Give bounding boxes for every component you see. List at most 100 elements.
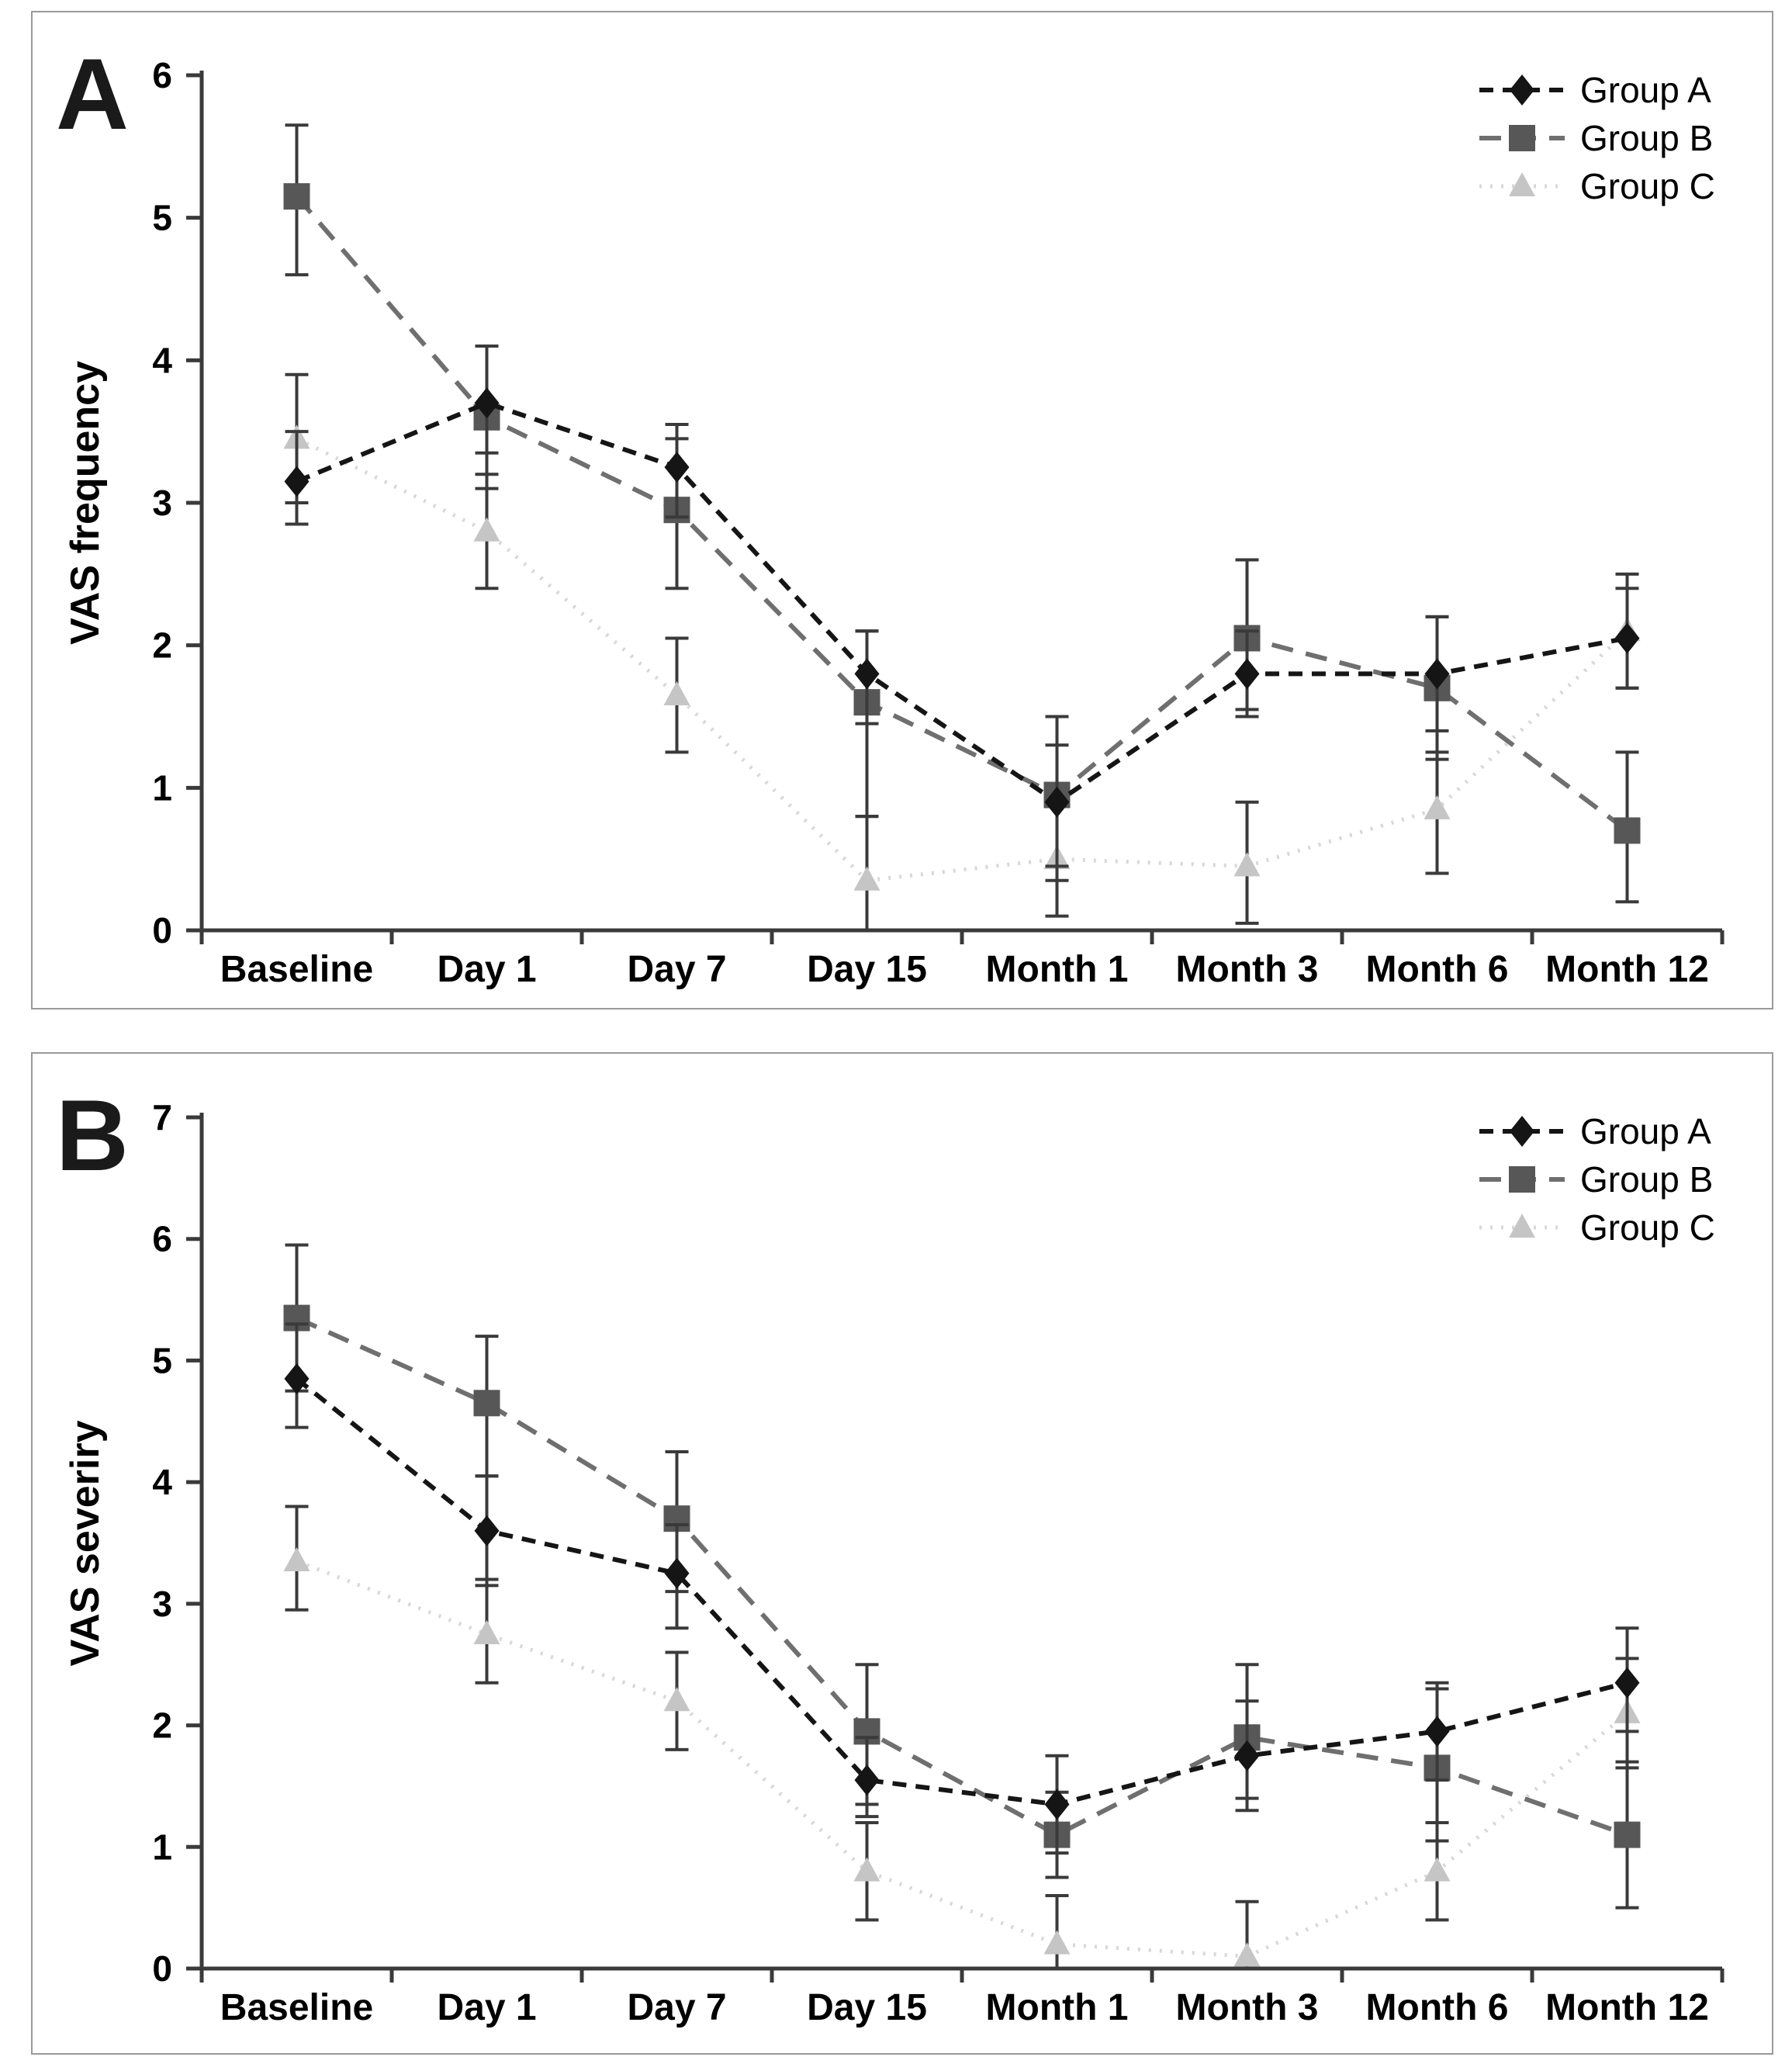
y-axis-title-A: VAS frequency [63,360,108,646]
data-point-marker [664,1557,690,1589]
chart-B: 0 1 2 3 4 5 6 7 Baseline Day 1 Day 7 Day 15 Month 1 M… [152,1097,1725,2028]
data-point-marker [1424,795,1451,819]
series-line [295,1377,1628,1807]
panel-B: B VAS severiry 0 1 2 3 4 5 6 7 Baseline Day 1 Day … [31,1052,1773,2055]
data-point-marker [1044,786,1070,818]
y-tick-label: 3 [152,483,172,523]
series-line [296,1559,1629,1958]
legend: Group A Group B Group C [1479,1111,1715,1248]
legend-item: Group C [1479,1207,1715,1248]
legend: Group A Group B Group C [1479,70,1715,206]
data-point-marker [1233,1942,1261,1967]
data-point-marker [284,466,310,497]
legend-marker-triangle [1509,1214,1535,1238]
data-point-marker [663,1687,690,1712]
data-point-marker [1234,658,1260,690]
y-tick-label: 2 [152,1706,172,1746]
data-point-marker [1614,622,1640,654]
legend-item: Group A [1479,1111,1711,1151]
data-point-marker [1424,658,1450,690]
data-point-marker [1614,1667,1640,1699]
data-point-marker [1043,1930,1071,1955]
x-category-label: Month 1 [986,949,1129,990]
data-point-marker [1614,1821,1641,1848]
y-tick-label: 5 [152,198,172,238]
x-category-label: Day 15 [807,1987,927,2028]
series-group-a [284,344,1640,882]
legend-item: Group A [1479,70,1711,110]
series-group-b [283,1243,1641,1910]
x-category-label: Day 1 [437,949,536,990]
legend-marker-triangle [1509,172,1535,196]
data-point-marker [853,866,880,891]
legend-label: Group B [1580,1159,1713,1200]
chart-A: 0 1 2 3 4 5 6 Baseline Day 1 Day 7 Day 15 Month 1 Mo… [152,55,1725,990]
data-point-marker [1234,1740,1260,1771]
data-point-marker [473,517,500,542]
data-point-marker [283,183,310,210]
data-point-marker [664,452,690,483]
y-tick-label: 4 [152,340,172,380]
x-category-label: Baseline [220,949,373,990]
y-tick-label: 1 [152,1827,172,1867]
y-tick-label: 7 [152,1097,172,1138]
series-line [296,400,1628,805]
data-point-marker [1424,1716,1450,1747]
x-category-label: Month 6 [1366,949,1509,990]
legend-item: Group B [1479,1159,1713,1200]
y-tick-label: 2 [152,625,172,666]
data-point-marker [474,1515,500,1546]
series-group-a [284,1322,1640,1855]
y-tick-label: 0 [152,910,172,951]
x-category-label: Month 12 [1545,1987,1709,2028]
legend-label: Group C [1580,166,1715,206]
data-point-marker [283,1547,310,1572]
legend-marker-diamond [1510,74,1534,106]
series-line [296,1315,1628,1838]
data-point-marker [284,1363,310,1394]
data-point-marker [473,1390,500,1417]
x-category-label: Month 1 [986,1987,1129,2028]
y-tick-label: 0 [152,1948,172,1989]
y-tick-label: 4 [152,1462,172,1502]
panel-A: A VAS frequency 0 1 2 3 4 5 6 Baseline Day 1 Day … [31,11,1773,1009]
panel-letter-A: A [56,37,129,151]
legend-label: Group A [1580,1111,1711,1151]
x-category-label: Month 3 [1176,949,1319,990]
data-point-marker [853,1857,880,1882]
x-category-label: Month 6 [1366,1987,1509,2028]
legend-item: Group C [1479,166,1715,206]
legend-marker-square [1509,1166,1535,1193]
data-point-marker [1424,1857,1451,1882]
data-point-marker [854,1764,880,1796]
legend-marker-square [1509,125,1535,151]
legend-item: Group B [1479,118,1713,158]
data-point-marker [854,658,880,690]
y-tick-label: 6 [152,55,172,95]
legend-label: Group C [1580,1207,1715,1248]
x-category-label: Day 7 [627,949,726,990]
x-category-label: Month 3 [1176,1987,1319,2028]
y-tick-label: 5 [152,1340,172,1380]
data-point-marker [1233,852,1261,877]
legend-marker-diamond [1510,1116,1534,1147]
data-point-marker [663,680,690,705]
y-tick-label: 3 [152,1584,172,1624]
y-axis-title-B: VAS severiry [63,1420,108,1667]
x-category-label: Baseline [220,1987,373,2028]
series-line [295,195,1629,833]
data-point-marker [474,387,500,419]
y-tick-label: 1 [152,767,172,808]
y-tick-label: 6 [152,1219,172,1259]
data-point-marker [1614,817,1641,844]
legend-label: Group B [1580,118,1713,158]
x-category-label: Day 1 [437,1987,536,2028]
x-category-label: Day 15 [807,949,927,990]
legend-label: Group A [1580,70,1711,110]
data-point-marker [1044,1789,1070,1820]
data-point-marker [473,1620,500,1645]
x-category-label: Day 7 [627,1987,726,2028]
x-category-label: Month 12 [1545,949,1709,990]
panel-letter-B: B [56,1079,129,1192]
